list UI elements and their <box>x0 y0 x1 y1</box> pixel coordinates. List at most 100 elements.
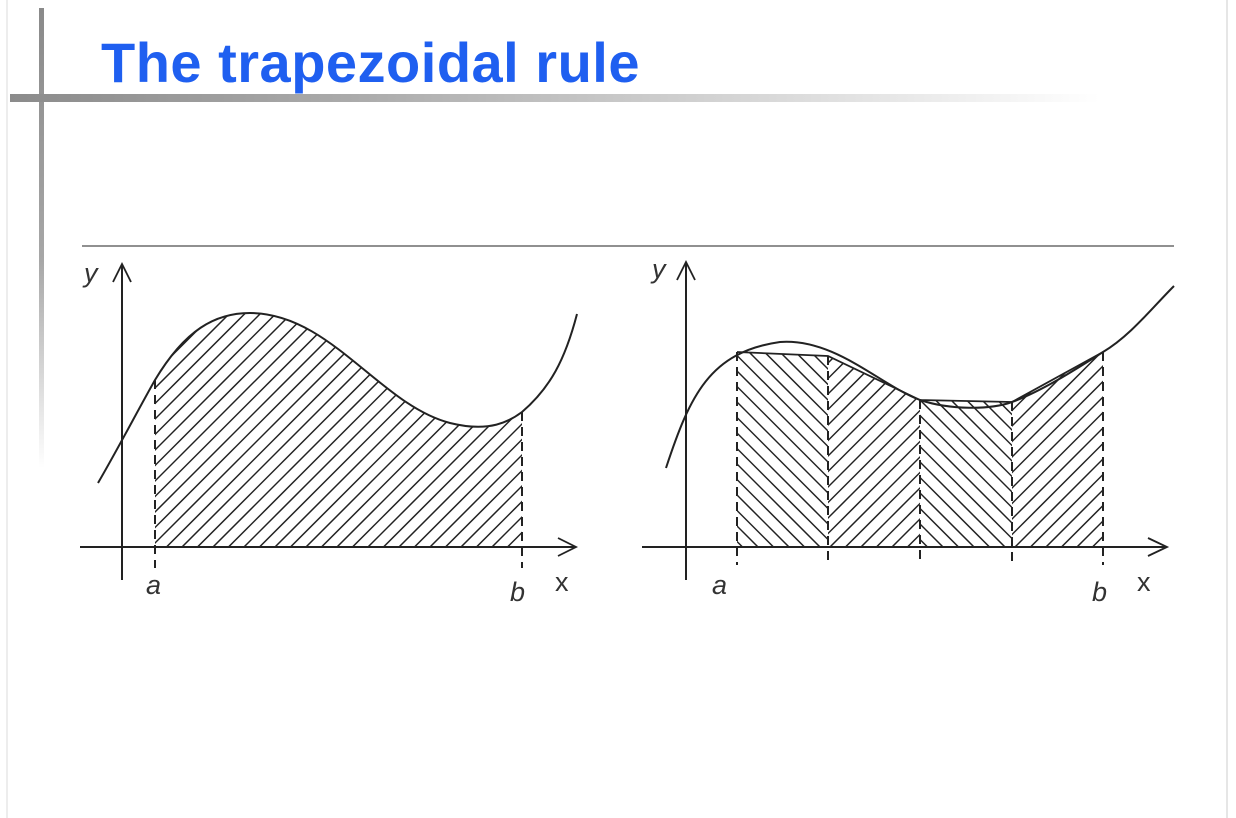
right-plot: y a b x <box>520 254 1236 607</box>
hatch-line <box>348 313 522 547</box>
hatch-line <box>155 313 167 547</box>
right-trapezoid-3-hatching <box>920 390 1236 550</box>
hatch-line <box>1183 340 1236 550</box>
hatch-line <box>920 400 994 547</box>
hatch-line <box>1012 352 1103 547</box>
hatch-line <box>841 356 920 547</box>
hatch-line <box>828 356 920 547</box>
hatch-line <box>737 352 828 547</box>
hatch-line <box>472 313 522 547</box>
hatch-line <box>920 400 1012 547</box>
hatch-line <box>751 352 828 547</box>
hatch-line <box>828 356 920 547</box>
hatch-line <box>737 352 828 547</box>
hatch-line <box>828 356 920 547</box>
hatch-line <box>1016 340 1226 550</box>
left-edge-line <box>6 0 8 818</box>
hatch-line <box>1034 390 1194 550</box>
right-trapezoid-2-hatching <box>828 340 1236 550</box>
hatch-line <box>1050 390 1210 550</box>
hatch-line <box>379 313 522 547</box>
hatch-line <box>737 352 828 547</box>
hatch-line <box>155 313 229 547</box>
hatch-line <box>209 313 461 547</box>
hatch-line <box>1106 340 1236 550</box>
hatch-line <box>1065 390 1225 550</box>
hatch-line <box>536 300 786 550</box>
hatch-line <box>920 400 1012 547</box>
hatch-line <box>828 356 920 547</box>
hatch-line <box>1158 390 1236 550</box>
hatch-line <box>1105 340 1236 550</box>
hatch-line <box>1229 340 1236 550</box>
hatch-line <box>520 340 730 550</box>
hatch-line <box>737 352 828 547</box>
hatch-line <box>828 356 883 547</box>
hatch-line <box>519 313 522 547</box>
hatch-line <box>1088 352 1103 547</box>
hatch-line <box>1214 340 1236 550</box>
right-trapezoid-1-hatching <box>520 340 1236 550</box>
hatch-line <box>737 352 809 547</box>
hatch-line <box>1057 352 1103 547</box>
hatch-line <box>410 313 522 547</box>
hatch-line <box>920 400 1012 547</box>
hatch-line <box>737 352 828 547</box>
hatch-line <box>457 313 522 547</box>
hatch-line <box>567 300 817 550</box>
hatch-line <box>1012 352 1103 547</box>
hatch-line <box>828 356 920 547</box>
right-x-axis-arrow <box>1147 537 1170 557</box>
hatch-line <box>920 400 978 547</box>
title-accent-vertical-bar <box>39 8 44 468</box>
right-curve <box>665 285 1175 469</box>
left-y-axis-arrow <box>112 261 132 283</box>
left-plot: y a b x <box>0 258 817 607</box>
right-x-label: x <box>1137 567 1151 597</box>
hatch-line <box>1112 390 1236 550</box>
hatch-line <box>155 313 322 547</box>
hatch-line <box>1121 340 1236 550</box>
hatch-line <box>872 356 920 547</box>
hatch-line <box>286 313 522 547</box>
hatch-line <box>193 313 446 547</box>
left-x-axis-arrow <box>557 537 579 557</box>
hatch-line <box>971 400 1012 547</box>
hatch-line <box>1122 340 1236 550</box>
title-accent-horizontal-bar <box>10 94 1100 102</box>
hatch-line <box>317 313 522 547</box>
left-y-label: y <box>82 258 99 288</box>
hatch-line <box>155 313 275 547</box>
hatch-line <box>255 313 508 547</box>
hatch-line <box>828 356 899 547</box>
left-curve <box>97 311 578 484</box>
hatch-line <box>737 352 828 547</box>
right-edge-line <box>1226 0 1228 818</box>
right-y-label: y <box>650 254 667 284</box>
hatch-line <box>1167 340 1236 550</box>
hatch-line <box>302 313 522 547</box>
hatch-line <box>271 313 522 547</box>
hatch-line <box>782 352 828 547</box>
hatch-line <box>1012 352 1103 547</box>
hatch-line <box>441 313 522 547</box>
right-a-label: a <box>712 570 727 600</box>
hatch-line <box>1127 390 1236 550</box>
hatch-line <box>1032 340 1236 550</box>
hatch-line <box>1096 390 1236 550</box>
hatch-line <box>737 352 793 547</box>
hatch-line <box>920 400 1012 547</box>
hatch-line <box>828 356 920 547</box>
hatch-line <box>1091 340 1236 550</box>
hatch-line <box>503 313 522 547</box>
hatch-line <box>155 313 244 547</box>
hatch-line <box>240 313 492 547</box>
hatch-line <box>0 300 150 550</box>
right-b-label: b <box>1092 577 1107 607</box>
hatch-line <box>737 352 762 547</box>
hatch-line <box>155 313 291 547</box>
hatch-line <box>155 313 368 547</box>
hatch-line <box>155 313 337 547</box>
hatch-line <box>162 313 415 547</box>
